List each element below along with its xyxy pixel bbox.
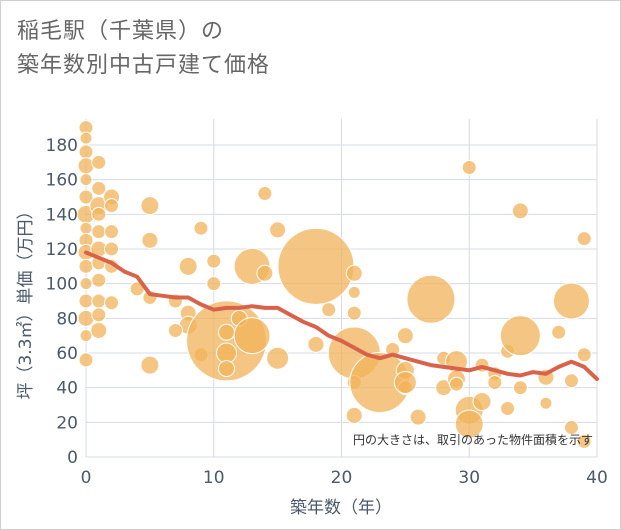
x-tick-label-4: 40 xyxy=(586,468,608,488)
bubble-point-25[interactable] xyxy=(91,307,107,323)
bubble-point-64[interactable] xyxy=(346,305,362,321)
y-tick-label-9: 180 xyxy=(46,136,78,156)
bubble-point-10[interactable] xyxy=(78,258,94,274)
bubble-point-50[interactable] xyxy=(218,360,236,378)
bubble-point-2[interactable] xyxy=(78,144,94,160)
bubble-point-20[interactable] xyxy=(91,224,107,240)
bubble-point-33[interactable] xyxy=(140,196,160,216)
bubble-point-46[interactable] xyxy=(206,276,222,292)
bubble-point-16[interactable] xyxy=(91,154,107,170)
bubble-point-86[interactable] xyxy=(487,374,503,390)
bubble-point-44[interactable] xyxy=(167,322,183,338)
y-tick-label-5: 100 xyxy=(46,275,78,295)
x-tick-label-3: 30 xyxy=(458,468,480,488)
bubble-point-63[interactable] xyxy=(347,285,361,299)
bubble-point-19[interactable] xyxy=(91,206,107,222)
y-tick-label-0: 0 xyxy=(67,448,78,468)
y-axis-title: 坪（3.3㎡）単価（万円） xyxy=(16,202,36,399)
y-tick-label-8: 160 xyxy=(46,171,78,191)
bubble-point-4[interactable] xyxy=(79,173,93,187)
bubble-point-99[interactable] xyxy=(576,347,592,363)
bubble-point-62[interactable] xyxy=(345,264,363,282)
bubble-point-26[interactable] xyxy=(90,321,108,339)
bubble-point-89[interactable] xyxy=(511,202,529,220)
bubble-point-95[interactable] xyxy=(552,282,590,320)
y-tick-label-3: 60 xyxy=(56,344,78,364)
x-tick-label-0: 0 xyxy=(81,468,92,488)
bubble-point-45[interactable] xyxy=(206,253,222,269)
bubble-point-15[interactable] xyxy=(78,352,94,368)
bubble-point-72[interactable] xyxy=(393,370,417,394)
y-tick-label-6: 120 xyxy=(46,240,78,260)
bubble-point-7[interactable] xyxy=(79,221,93,235)
annotation-note: 円の大きさは、取引のあった物件面積を示す xyxy=(353,432,593,447)
bubble-point-38[interactable] xyxy=(178,256,198,276)
bubble-point-93[interactable] xyxy=(539,396,553,410)
y-tick-label-2: 40 xyxy=(56,379,78,399)
bubble-point-90[interactable] xyxy=(499,315,541,357)
bubble-point-1[interactable] xyxy=(79,131,93,145)
bubble-point-98[interactable] xyxy=(576,231,592,247)
bubble-point-56[interactable] xyxy=(269,221,287,239)
bubble-point-80[interactable] xyxy=(461,160,477,176)
chart-title-line-1: 稲毛駅（千葉県）の xyxy=(17,19,225,44)
y-tick-label-7: 140 xyxy=(46,205,78,225)
bubble-point-94[interactable] xyxy=(551,324,567,340)
bubble-point-49[interactable] xyxy=(216,342,238,364)
bubble-point-30[interactable] xyxy=(104,241,120,257)
bubble-point-83[interactable] xyxy=(472,392,492,412)
bubble-point-28[interactable] xyxy=(104,198,120,214)
bubble-point-66[interactable] xyxy=(345,406,363,424)
bubble-point-88[interactable] xyxy=(500,400,516,416)
bubble-point-12[interactable] xyxy=(78,293,94,309)
bubble-point-17[interactable] xyxy=(91,180,107,196)
bubble-point-52[interactable] xyxy=(233,317,271,355)
y-tick-label-1: 20 xyxy=(56,413,78,433)
chart-title: 稲毛駅（千葉県）の 築年数別中古戸建て価格 xyxy=(17,15,270,83)
bubble-point-36[interactable] xyxy=(140,355,160,375)
bubble-point-69[interactable] xyxy=(396,327,414,345)
bubble-point-100[interactable] xyxy=(576,433,592,449)
bubble-point-11[interactable] xyxy=(79,277,93,291)
bubble-point-55[interactable] xyxy=(257,186,273,202)
bubble-point-58[interactable] xyxy=(277,227,355,305)
bubble-point-34[interactable] xyxy=(141,231,159,249)
x-axis-title: 築年数（年） xyxy=(290,498,392,518)
bubble-point-14[interactable] xyxy=(79,329,93,343)
bubble-point-73[interactable] xyxy=(409,408,427,426)
bubble-point-82[interactable] xyxy=(454,409,484,439)
bubble-point-29[interactable] xyxy=(104,224,120,240)
bubble-point-41[interactable] xyxy=(193,220,209,236)
bubble-point-48[interactable] xyxy=(218,323,236,341)
bubble-point-24[interactable] xyxy=(91,293,107,309)
trend-line xyxy=(84,250,599,381)
bubble-point-60[interactable] xyxy=(321,302,337,318)
bubble-point-23[interactable] xyxy=(91,272,107,288)
y-axis-ticks: 0 20 40 60 80 100 120 140 160 180 xyxy=(46,136,78,468)
x-axis-ticks: 0 10 20 30 40 xyxy=(81,468,608,488)
y-tick-label-4: 80 xyxy=(56,309,78,329)
x-tick-label-2: 20 xyxy=(331,468,353,488)
bubble-point-54[interactable] xyxy=(256,264,274,282)
bubble-point-96[interactable] xyxy=(563,373,579,389)
bubble-point-74[interactable] xyxy=(406,274,456,324)
bubble-point-59[interactable] xyxy=(307,335,325,353)
bubble-point-32[interactable] xyxy=(104,295,120,311)
chart-title-line-2: 築年数別中古戸建て価格 xyxy=(17,53,271,78)
bubble-point-91[interactable] xyxy=(512,380,528,396)
bubble-point-97[interactable] xyxy=(563,420,579,436)
bubble-point-5[interactable] xyxy=(78,189,94,205)
x-tick-label-1: 10 xyxy=(203,468,225,488)
bubble-point-79[interactable] xyxy=(448,376,464,392)
bubble-point-57[interactable] xyxy=(266,346,290,370)
